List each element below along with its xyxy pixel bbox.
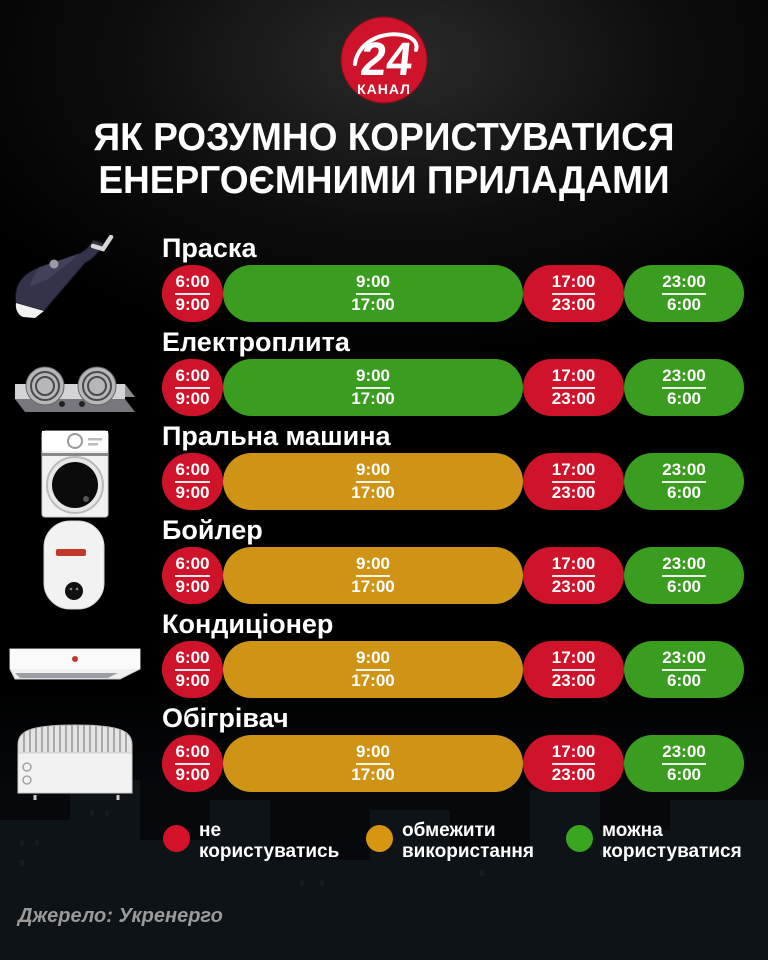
svg-text:КАНАЛ: КАНАЛ <box>357 81 411 97</box>
svg-text:24: 24 <box>358 33 415 85</box>
